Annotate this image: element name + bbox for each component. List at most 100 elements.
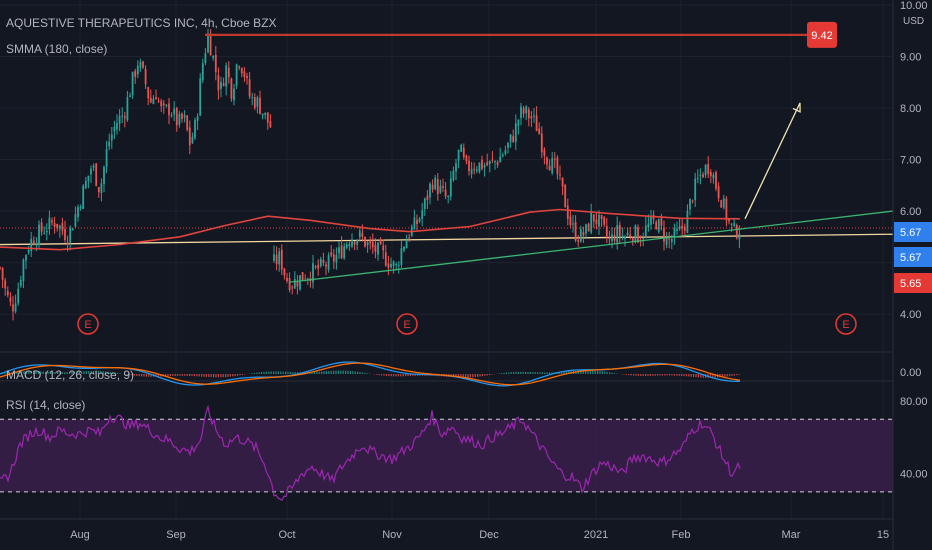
candle-body	[4, 280, 7, 289]
price-label-badge	[894, 247, 932, 267]
candle-body	[694, 178, 697, 201]
candle-body	[520, 106, 522, 118]
candle-body	[494, 161, 496, 163]
price-tick-label: 6.00	[900, 206, 921, 218]
candle-body	[712, 174, 715, 179]
candle-body	[243, 71, 246, 78]
candle-body	[53, 223, 56, 227]
projection-arrow	[744, 102, 801, 220]
candle-body	[702, 174, 704, 178]
candle-body	[460, 144, 463, 152]
trendline	[289, 210, 894, 283]
smma-label[interactable]: SMMA (180, close)	[6, 42, 108, 56]
candle-body	[314, 266, 317, 268]
candle-body	[642, 238, 645, 240]
candle-body	[269, 121, 272, 128]
candle-body	[618, 224, 621, 236]
candle-body	[134, 70, 137, 77]
candle-body	[136, 65, 139, 75]
candle-body	[585, 224, 587, 234]
candle-body	[160, 100, 163, 107]
candle-body	[566, 205, 569, 219]
candle-body	[233, 88, 235, 101]
candle-body	[325, 264, 327, 267]
candle-body	[371, 241, 374, 248]
price-tick-label: 4.00	[900, 309, 921, 321]
candle-body	[553, 158, 556, 160]
candle-body	[455, 163, 457, 172]
candle-body	[364, 237, 366, 247]
candle-body	[444, 189, 447, 197]
candle-body	[616, 225, 619, 243]
macd-pane	[0, 361, 741, 387]
candle-body	[288, 278, 291, 291]
time-tick-label: Nov	[382, 529, 402, 541]
candle-body	[600, 214, 603, 219]
candle-body	[449, 178, 452, 197]
candle-body	[587, 223, 590, 232]
candle-body	[351, 239, 353, 247]
candle-body	[261, 113, 264, 116]
candle-body	[400, 248, 403, 265]
rsi-pane	[0, 404, 893, 502]
candle-body	[225, 65, 228, 87]
candle-body	[418, 218, 421, 222]
candle-body	[196, 116, 199, 121]
candle-body	[668, 238, 671, 240]
rsi-label[interactable]: RSI (14, close)	[6, 398, 86, 412]
candle-body	[540, 133, 543, 153]
candle-body	[377, 242, 379, 255]
candle-body	[38, 224, 40, 245]
time-tick-label: 2021	[584, 529, 608, 541]
candle-body	[87, 175, 90, 182]
candle-body	[201, 63, 204, 81]
candle-body	[266, 112, 269, 123]
candle-body	[457, 149, 460, 161]
candle-body	[90, 168, 92, 175]
candle-body	[61, 223, 64, 231]
candle-body	[280, 249, 283, 270]
candle-body	[475, 169, 478, 171]
candle-body	[735, 224, 738, 238]
candle-body	[123, 116, 126, 119]
candle-body	[631, 237, 634, 241]
candle-body	[676, 228, 678, 232]
candle-body	[670, 238, 673, 243]
candle-body	[548, 165, 551, 171]
candle-body	[168, 103, 170, 116]
candle-body	[629, 234, 632, 237]
candle-body	[569, 216, 572, 226]
candle-body	[691, 200, 694, 202]
candle-body	[551, 157, 554, 174]
candle-body	[403, 246, 405, 251]
candle-body	[293, 278, 296, 289]
candle-body	[273, 254, 275, 261]
candle-body	[27, 250, 30, 253]
time-tick-label: Oct	[278, 529, 295, 541]
candle-body	[327, 255, 330, 270]
candle-body	[71, 228, 74, 231]
candle-body	[439, 186, 442, 193]
candle-body	[100, 183, 103, 194]
candle-body	[296, 281, 299, 287]
candle-body	[165, 104, 168, 106]
candle-body	[14, 303, 17, 312]
candle-body	[361, 232, 364, 237]
symbol-title[interactable]: AQUESTIVE THERAPEUTICS INC, 4h, Cboe BZX	[6, 16, 277, 30]
macd-label[interactable]: MACD (12, 26, close, 9)	[6, 368, 135, 382]
candle-body	[423, 198, 426, 210]
macd-legend[interactable]: MACD (12, 26, close, 9)	[6, 368, 134, 382]
candle-body	[530, 116, 533, 119]
candle-body	[663, 227, 665, 242]
symbol-legend[interactable]: AQUESTIVE THERAPEUTICS INC, 4h, Cboe BZX	[6, 16, 277, 30]
smma-legend[interactable]: SMMA (180, close)	[6, 42, 107, 56]
candle-body	[116, 123, 118, 130]
candle-body	[25, 254, 27, 261]
candle-body	[470, 169, 473, 174]
rsi-legend[interactable]: RSI (14, close)	[6, 398, 85, 412]
candle-body	[605, 226, 608, 237]
candle-body	[613, 235, 616, 241]
candle-body	[330, 252, 333, 256]
